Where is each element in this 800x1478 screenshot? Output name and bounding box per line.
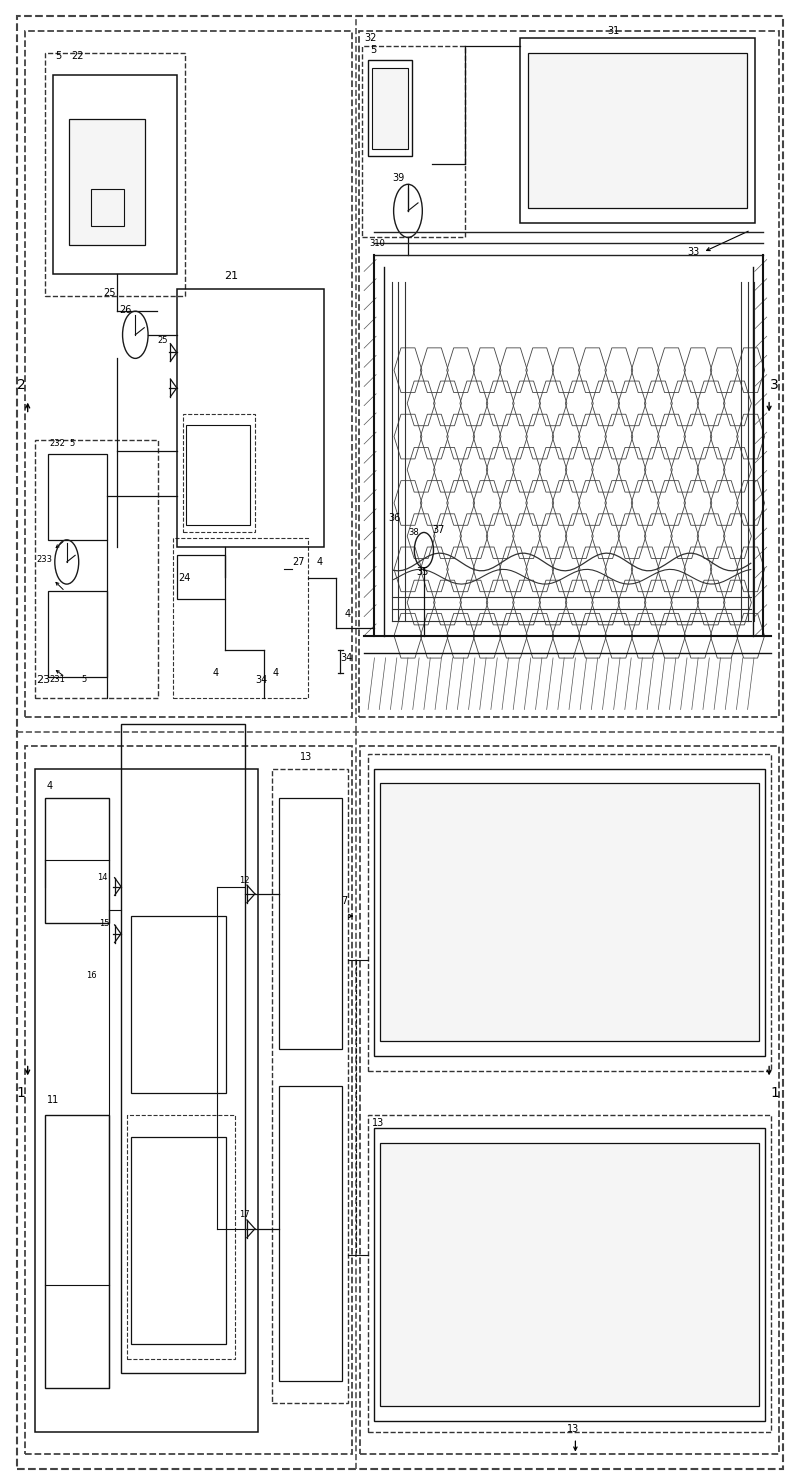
Text: 25: 25 <box>158 336 168 346</box>
Text: 16: 16 <box>86 971 97 980</box>
Text: 35: 35 <box>416 568 428 578</box>
Text: 34: 34 <box>340 653 353 662</box>
Bar <box>519 38 754 223</box>
Bar <box>46 1116 109 1388</box>
Text: 36: 36 <box>388 513 400 523</box>
Bar <box>35 769 258 1432</box>
Text: 23: 23 <box>37 675 50 684</box>
Bar <box>121 724 245 1373</box>
Bar <box>374 769 765 1057</box>
Bar <box>279 1086 342 1380</box>
Text: 310: 310 <box>370 239 386 248</box>
Bar <box>48 454 107 539</box>
Bar <box>360 746 778 1454</box>
Bar <box>279 798 342 1049</box>
Bar <box>177 290 324 547</box>
Text: 5: 5 <box>370 44 376 55</box>
Bar <box>177 554 225 599</box>
Text: 232: 232 <box>50 439 65 448</box>
Bar <box>372 68 408 149</box>
Bar <box>186 424 250 525</box>
Text: 4: 4 <box>47 782 53 791</box>
Text: 7: 7 <box>341 896 347 906</box>
Bar <box>69 120 145 245</box>
Text: 26: 26 <box>119 304 132 315</box>
Text: 233: 233 <box>37 554 53 563</box>
Text: 24: 24 <box>178 573 190 584</box>
Text: 32: 32 <box>364 34 377 43</box>
Text: 17: 17 <box>239 1209 250 1218</box>
Text: 12: 12 <box>239 876 250 885</box>
Text: 4: 4 <box>344 609 350 619</box>
Text: 31: 31 <box>607 27 619 35</box>
Bar <box>362 46 466 238</box>
Text: 13: 13 <box>567 1425 580 1435</box>
Text: 27: 27 <box>292 557 305 568</box>
Text: 11: 11 <box>47 1095 59 1106</box>
Text: 37: 37 <box>432 525 444 535</box>
Text: 33: 33 <box>687 247 699 257</box>
Bar <box>130 916 226 1094</box>
Text: 4: 4 <box>273 668 278 677</box>
Bar <box>54 75 177 275</box>
Text: 14: 14 <box>97 873 107 882</box>
Text: 21: 21 <box>225 270 238 281</box>
Bar <box>48 591 107 677</box>
Text: 2: 2 <box>17 378 26 392</box>
Bar <box>26 31 352 717</box>
Bar <box>273 769 348 1403</box>
Bar <box>368 61 412 157</box>
Bar <box>26 746 352 1454</box>
Bar <box>130 1137 226 1344</box>
Bar <box>380 783 758 1042</box>
Text: 25: 25 <box>103 288 116 299</box>
Bar <box>46 53 185 297</box>
Bar <box>46 798 109 924</box>
Bar <box>368 1116 770 1432</box>
Bar <box>575 223 750 282</box>
Text: 39: 39 <box>392 173 404 183</box>
Bar <box>127 1116 235 1358</box>
Text: 4: 4 <box>316 557 322 568</box>
Bar <box>35 439 158 698</box>
Text: 13: 13 <box>372 1117 384 1128</box>
Text: 4: 4 <box>213 668 218 677</box>
Text: 5: 5 <box>81 675 86 684</box>
Text: 13: 13 <box>300 752 313 761</box>
Bar <box>527 53 746 208</box>
Text: 5: 5 <box>69 439 74 448</box>
Text: 22: 22 <box>71 50 84 61</box>
Bar <box>173 538 308 698</box>
Text: 34: 34 <box>255 675 267 684</box>
Bar <box>380 1142 758 1406</box>
Text: 5: 5 <box>55 50 62 61</box>
Bar <box>358 31 778 717</box>
Text: 1: 1 <box>770 1086 779 1100</box>
Text: 3: 3 <box>770 378 779 392</box>
Bar <box>374 1129 765 1420</box>
Bar <box>183 414 255 532</box>
Text: 38: 38 <box>408 528 418 537</box>
Bar <box>90 189 124 226</box>
Text: 1: 1 <box>17 1086 26 1100</box>
Text: 231: 231 <box>50 675 65 684</box>
Text: 15: 15 <box>98 919 109 928</box>
Bar <box>368 754 770 1072</box>
